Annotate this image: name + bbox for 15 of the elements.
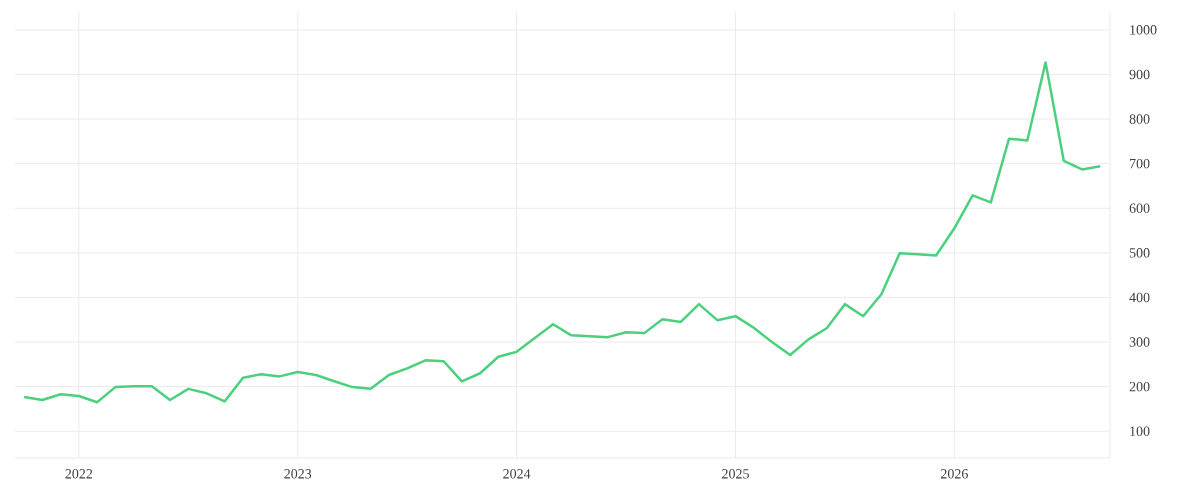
y-tick-label: 800	[1129, 114, 1150, 124]
y-tick-label: 600	[1129, 203, 1150, 213]
y-tick-label: 200	[1129, 381, 1150, 392]
y-tick-label: 500	[1129, 248, 1150, 258]
y-tick-label: 700	[1129, 158, 1150, 169]
x-tick-label: 2026	[940, 469, 968, 479]
y-tick-label: 900	[1129, 69, 1150, 80]
x-tick-label: 2022	[65, 469, 93, 479]
y-tick-label: 400	[1129, 292, 1150, 303]
x-tick-label: 2025	[722, 469, 749, 479]
y-tick-label: 300	[1129, 337, 1150, 347]
x-tick-label: 2023	[284, 469, 312, 479]
x-tick-label: 2024	[503, 469, 531, 479]
y-tick-label: 100	[1130, 426, 1150, 436]
y-tick-label: 1000	[1130, 25, 1157, 35]
